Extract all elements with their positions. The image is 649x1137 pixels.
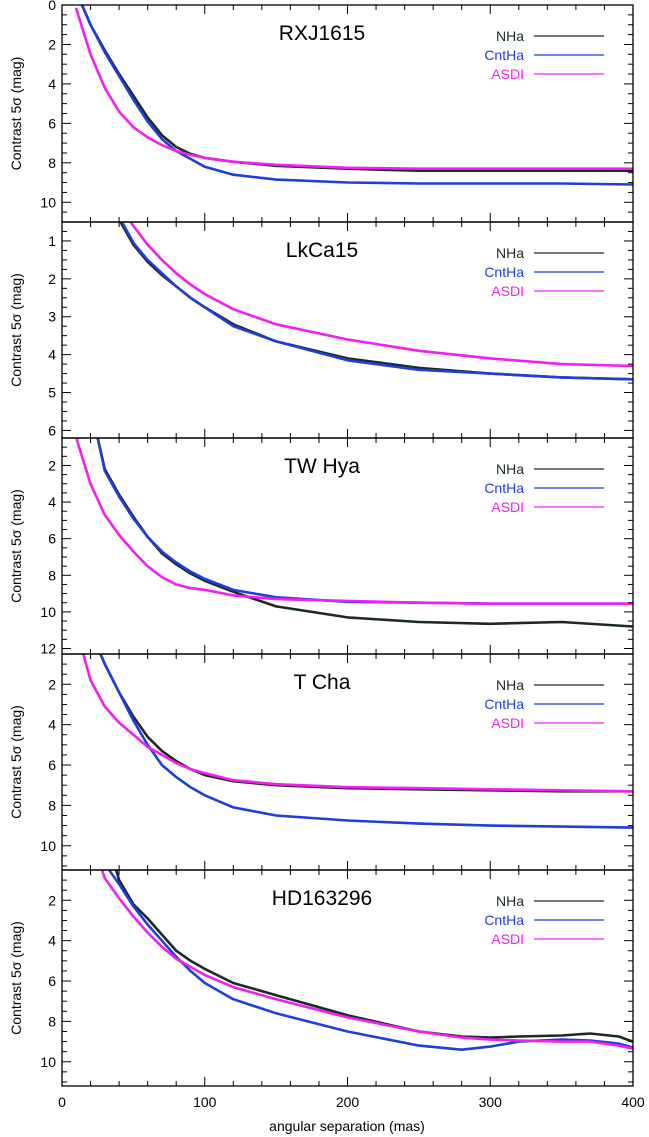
panel-t-cha: 2 4 6 8 10 Contrast 5σ (mag) T Cha NHa CntHa ASDI xyxy=(8,653,634,871)
legend-label-asdi: ASDI xyxy=(491,499,524,515)
legend-label-nha: NHa xyxy=(496,28,524,44)
series-line-nha xyxy=(119,222,633,381)
panel-title: HD163296 xyxy=(272,887,372,910)
legend-label-nha: NHa xyxy=(496,245,524,261)
x-tick-label: 0 xyxy=(58,1094,66,1110)
y-tick-label: 8 xyxy=(48,797,56,813)
x-axis-title: angular separation (mas) xyxy=(269,1118,425,1134)
legend-label-asdi: ASDI xyxy=(491,931,524,947)
series-group xyxy=(82,654,633,829)
y-axis-title: Contrast 5σ (mag) xyxy=(8,57,24,171)
y-tick-label: 10 xyxy=(40,838,56,854)
y-tick-label: 5 xyxy=(48,385,56,401)
legend-label-asdi: ASDI xyxy=(491,283,524,299)
x-axis: angular separation (mas) 0 100 200 300 400 xyxy=(58,1094,645,1134)
panel-title: TW Hya xyxy=(284,455,360,478)
legend-label-cntha: CntHa xyxy=(484,696,524,712)
legend-label-nha: NHa xyxy=(496,461,524,477)
series-line-cntha xyxy=(99,654,633,829)
panel-title: LkCa15 xyxy=(286,239,358,262)
legend-label-cntha: CntHa xyxy=(484,480,524,496)
legend-label-nha: NHa xyxy=(496,893,524,909)
y-tick-label: 6 xyxy=(48,973,56,989)
x-tick-label: 100 xyxy=(193,1094,217,1110)
y-tick-label: 4 xyxy=(48,933,56,949)
y-tick-label: 8 xyxy=(48,155,56,171)
series-line-nha xyxy=(96,438,633,628)
series-line-cntha xyxy=(96,438,633,606)
series-line-cntha xyxy=(107,870,633,1051)
y-tick-label: 2 xyxy=(48,36,56,52)
y-tick-label: 12 xyxy=(40,641,56,657)
panel-lkca15: 1 2 3 4 5 6 Contrast 5σ (mag) LkCa15 NHa CntHa ASD… xyxy=(8,221,634,439)
y-tick-label: 8 xyxy=(48,567,56,583)
y-tick-label: 6 xyxy=(48,115,56,131)
y-tick-label: 1 xyxy=(48,233,56,249)
y-tick-label: 10 xyxy=(40,194,56,210)
y-tick-label: 2 xyxy=(48,676,56,692)
y-tick-label: 4 xyxy=(48,347,56,363)
y-tick-label: 8 xyxy=(48,1013,56,1029)
x-tick-label: 400 xyxy=(621,1094,645,1110)
legend-label-asdi: ASDI xyxy=(491,66,524,82)
y-tick-label: 2 xyxy=(48,892,56,908)
series-line-cntha xyxy=(120,222,633,381)
panels-layer: 0 2 4 6 8 10 Contrast 5σ (mag) RXJ1615 NHa CntHa A… xyxy=(8,0,634,1087)
panel-hd163296: 2 4 6 8 10 Contrast 5σ (mag) HD163296 NHa CntHa A… xyxy=(8,869,634,1087)
y-axis-title: Contrast 5σ (mag) xyxy=(8,705,24,819)
legend-label-cntha: CntHa xyxy=(484,264,524,280)
x-tick-label: 200 xyxy=(336,1094,360,1110)
legend-label-cntha: CntHa xyxy=(484,912,524,928)
y-axis-title: Contrast 5σ (mag) xyxy=(8,921,24,1035)
y-tick-label: 6 xyxy=(48,422,56,438)
series-line-asdi xyxy=(82,654,633,793)
panel-title: T Cha xyxy=(294,671,351,694)
series-line-asdi xyxy=(75,7,633,170)
y-tick-label: 10 xyxy=(40,604,56,620)
series-line-nha xyxy=(114,870,633,1043)
y-tick-label: 4 xyxy=(48,494,56,510)
panel-tw-hya: 2 4 6 8 10 12 Contrast 5σ (mag) TW Hya NHa CntHa A… xyxy=(8,437,634,657)
legend-label-asdi: ASDI xyxy=(491,715,524,731)
y-tick-label: 6 xyxy=(48,757,56,773)
series-line-cntha xyxy=(80,5,633,186)
y-tick-label: 0 xyxy=(48,0,56,13)
series-group xyxy=(75,5,633,186)
y-tick-label: 4 xyxy=(48,76,56,92)
panel-title: RXJ1615 xyxy=(279,22,365,45)
x-tick-label: 300 xyxy=(479,1094,503,1110)
y-tick-label: 10 xyxy=(40,1054,56,1070)
legend-label-nha: NHa xyxy=(496,677,524,693)
y-tick-label: 3 xyxy=(48,309,56,325)
y-tick-label: 4 xyxy=(48,717,56,733)
y-tick-label: 6 xyxy=(48,531,56,547)
y-axis-title: Contrast 5σ (mag) xyxy=(8,273,24,387)
series-line-asdi xyxy=(100,870,633,1050)
series-line-asdi xyxy=(75,438,633,606)
y-tick-label: 2 xyxy=(48,457,56,473)
y-tick-label: 2 xyxy=(48,271,56,287)
series-group xyxy=(119,222,633,381)
y-axis-title: Contrast 5σ (mag) xyxy=(8,489,24,603)
series-group xyxy=(100,870,633,1051)
legend-label-cntha: CntHa xyxy=(484,47,524,63)
series-group xyxy=(75,438,633,628)
series-line-asdi xyxy=(129,222,633,368)
panel-rxj1615: 0 2 4 6 8 10 Contrast 5σ (mag) RXJ1615 NHa CntHa A… xyxy=(8,0,634,223)
